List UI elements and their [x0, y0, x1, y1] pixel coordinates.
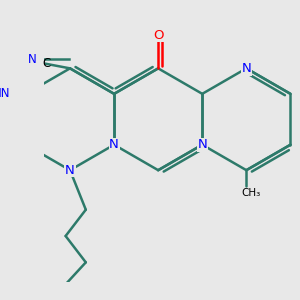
Text: CH₃: CH₃	[241, 188, 260, 198]
Text: C: C	[42, 58, 51, 70]
Text: O: O	[153, 28, 164, 41]
Text: N: N	[242, 62, 251, 75]
Text: N: N	[28, 53, 37, 66]
Text: N: N	[109, 138, 119, 151]
Text: HN: HN	[0, 87, 10, 100]
Text: N: N	[65, 164, 75, 177]
Text: N: N	[197, 138, 207, 151]
